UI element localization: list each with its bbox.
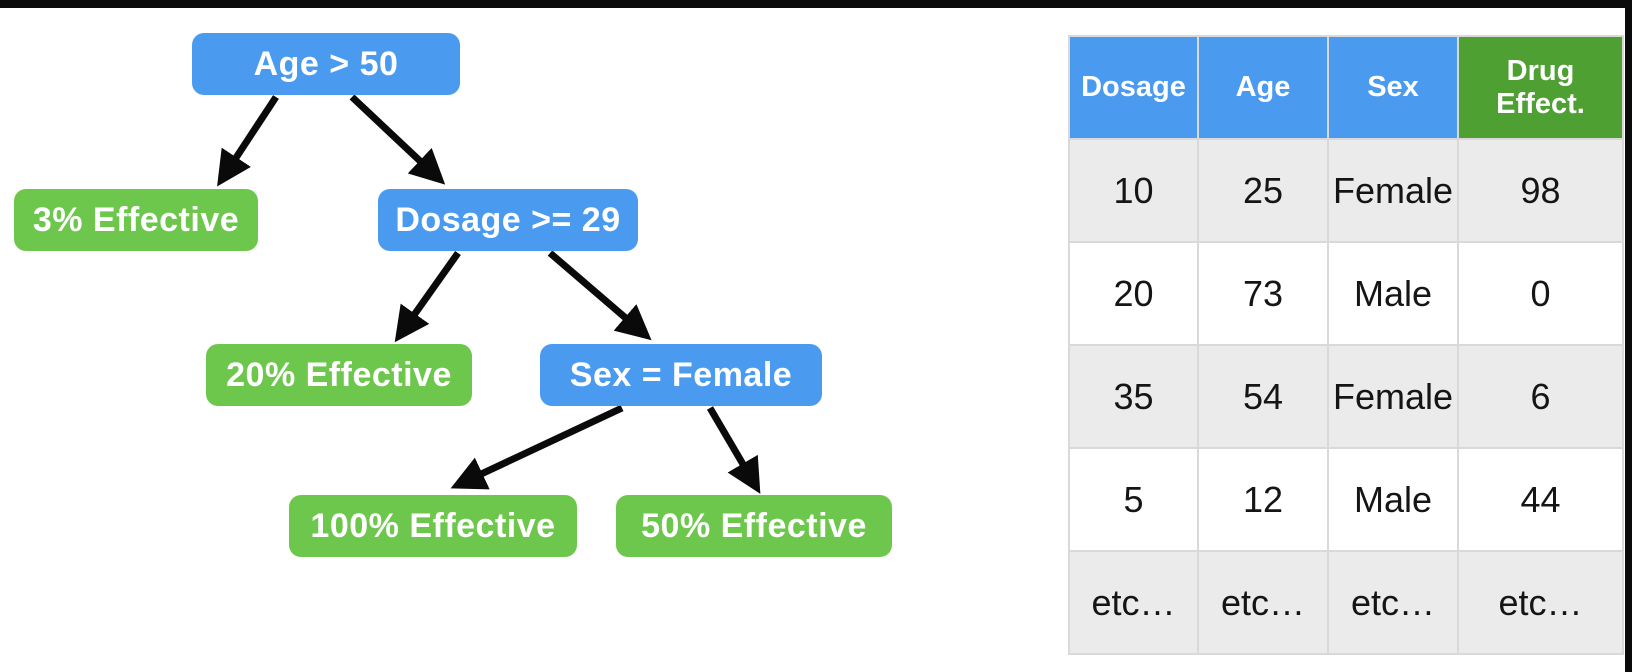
tree-arrows [217, 94, 761, 494]
edge-sex-to-100pct [450, 404, 624, 490]
cell-dosage: etc… [1068, 550, 1199, 655]
tree-leaf-50pct: 50% Effective [616, 495, 892, 557]
cell-effect: 44 [1457, 447, 1624, 552]
cell-effect: 98 [1457, 138, 1624, 243]
cell-effect: 6 [1457, 344, 1624, 449]
cell-sex: Female [1327, 138, 1459, 243]
table-row: 5 12 Male 44 [1068, 447, 1624, 552]
header-dosage: Dosage [1068, 35, 1199, 140]
cell-age: 12 [1197, 447, 1329, 552]
table-row: 35 54 Female 6 [1068, 344, 1624, 449]
table-row: 10 25 Female 98 [1068, 138, 1624, 243]
edge-age-to-3pct [217, 95, 279, 187]
tree-node-dosage: Dosage >= 29 [378, 189, 638, 251]
cell-age: 25 [1197, 138, 1329, 243]
top-frame-bar [0, 0, 1632, 8]
tree-node-age: Age > 50 [192, 33, 460, 95]
tree-leaf-20pct: 20% Effective [206, 344, 472, 406]
edge-sex-to-50pct [706, 406, 761, 494]
cell-sex: Male [1327, 447, 1459, 552]
table-row: 20 73 Male 0 [1068, 241, 1624, 346]
cell-sex: Male [1327, 241, 1459, 346]
cell-effect: 0 [1457, 241, 1624, 346]
data-table: Dosage Age Sex Drug Effect. 10 25 Female… [1068, 35, 1624, 655]
cell-dosage: 10 [1068, 138, 1199, 243]
edge-age-to-dosage [349, 94, 446, 185]
tree-node-sex: Sex = Female [540, 344, 822, 406]
tree-leaf-3pct: 3% Effective [14, 189, 258, 251]
header-sex: Sex [1327, 35, 1459, 140]
edge-dosage-to-sex [547, 250, 652, 341]
cell-age: etc… [1197, 550, 1329, 655]
cell-sex: Female [1327, 344, 1459, 449]
header-age: Age [1197, 35, 1329, 140]
cell-dosage: 5 [1068, 447, 1199, 552]
cell-effect: etc… [1457, 550, 1624, 655]
cell-sex: etc… [1327, 550, 1459, 655]
right-frame-bar [1625, 0, 1632, 672]
cell-dosage: 35 [1068, 344, 1199, 449]
cell-age: 73 [1197, 241, 1329, 346]
cell-dosage: 20 [1068, 241, 1199, 346]
table-row-etc: etc… etc… etc… etc… [1068, 550, 1624, 655]
header-drug-effect: Drug Effect. [1457, 35, 1624, 140]
tree-leaf-100pct: 100% Effective [289, 495, 577, 557]
cell-age: 54 [1197, 344, 1329, 449]
table-header-row: Dosage Age Sex Drug Effect. [1068, 35, 1624, 140]
edge-dosage-to-20pct [394, 250, 461, 343]
